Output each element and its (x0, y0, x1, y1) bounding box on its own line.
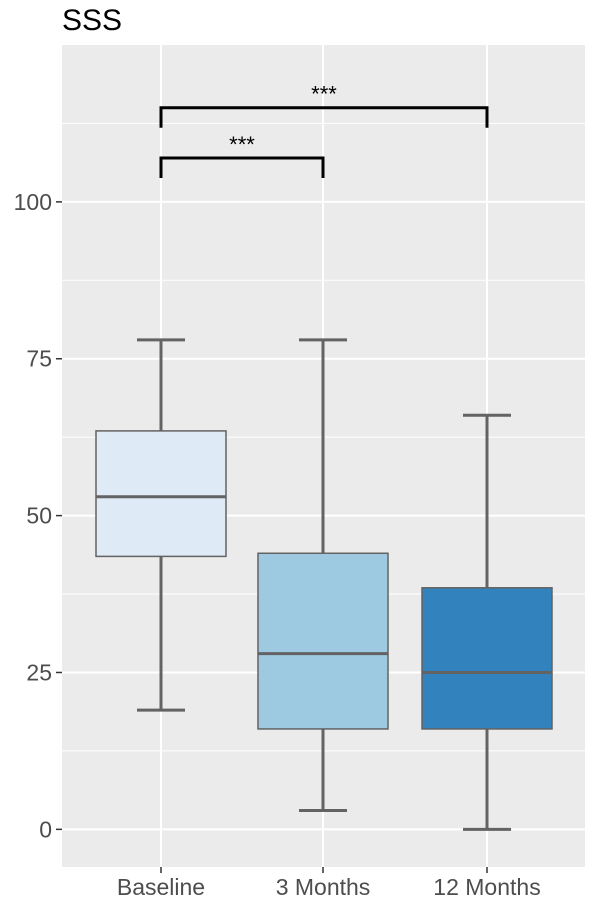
x-tick-label: 3 Months (276, 874, 371, 900)
significance-bracket (159, 156, 325, 178)
y-tick-label: 25 (26, 659, 52, 685)
y-tick-label: 50 (26, 503, 52, 529)
box-group (95, 338, 227, 712)
significance-bracket (159, 106, 489, 128)
box-group (421, 413, 553, 831)
y-tick-label: 0 (39, 816, 52, 842)
significance-label: *** (229, 132, 255, 157)
box-group (257, 338, 389, 813)
boxes (95, 338, 553, 831)
significance-annotations: *** *** (159, 82, 489, 178)
y-tick-label: 75 (26, 346, 52, 372)
box-iqr (421, 587, 553, 730)
x-tick-label: 12 Months (433, 874, 540, 900)
y-tick-label: 100 (14, 189, 52, 215)
chart-title: SSS (62, 4, 122, 37)
box-iqr (95, 430, 227, 558)
x-axis: Baseline 3 Months 12 Months (117, 867, 541, 900)
box-iqr (257, 552, 389, 730)
significance-label: *** (311, 82, 337, 107)
x-tick-label: Baseline (117, 874, 205, 900)
y-axis: 0 25 50 75 100 (14, 189, 62, 842)
